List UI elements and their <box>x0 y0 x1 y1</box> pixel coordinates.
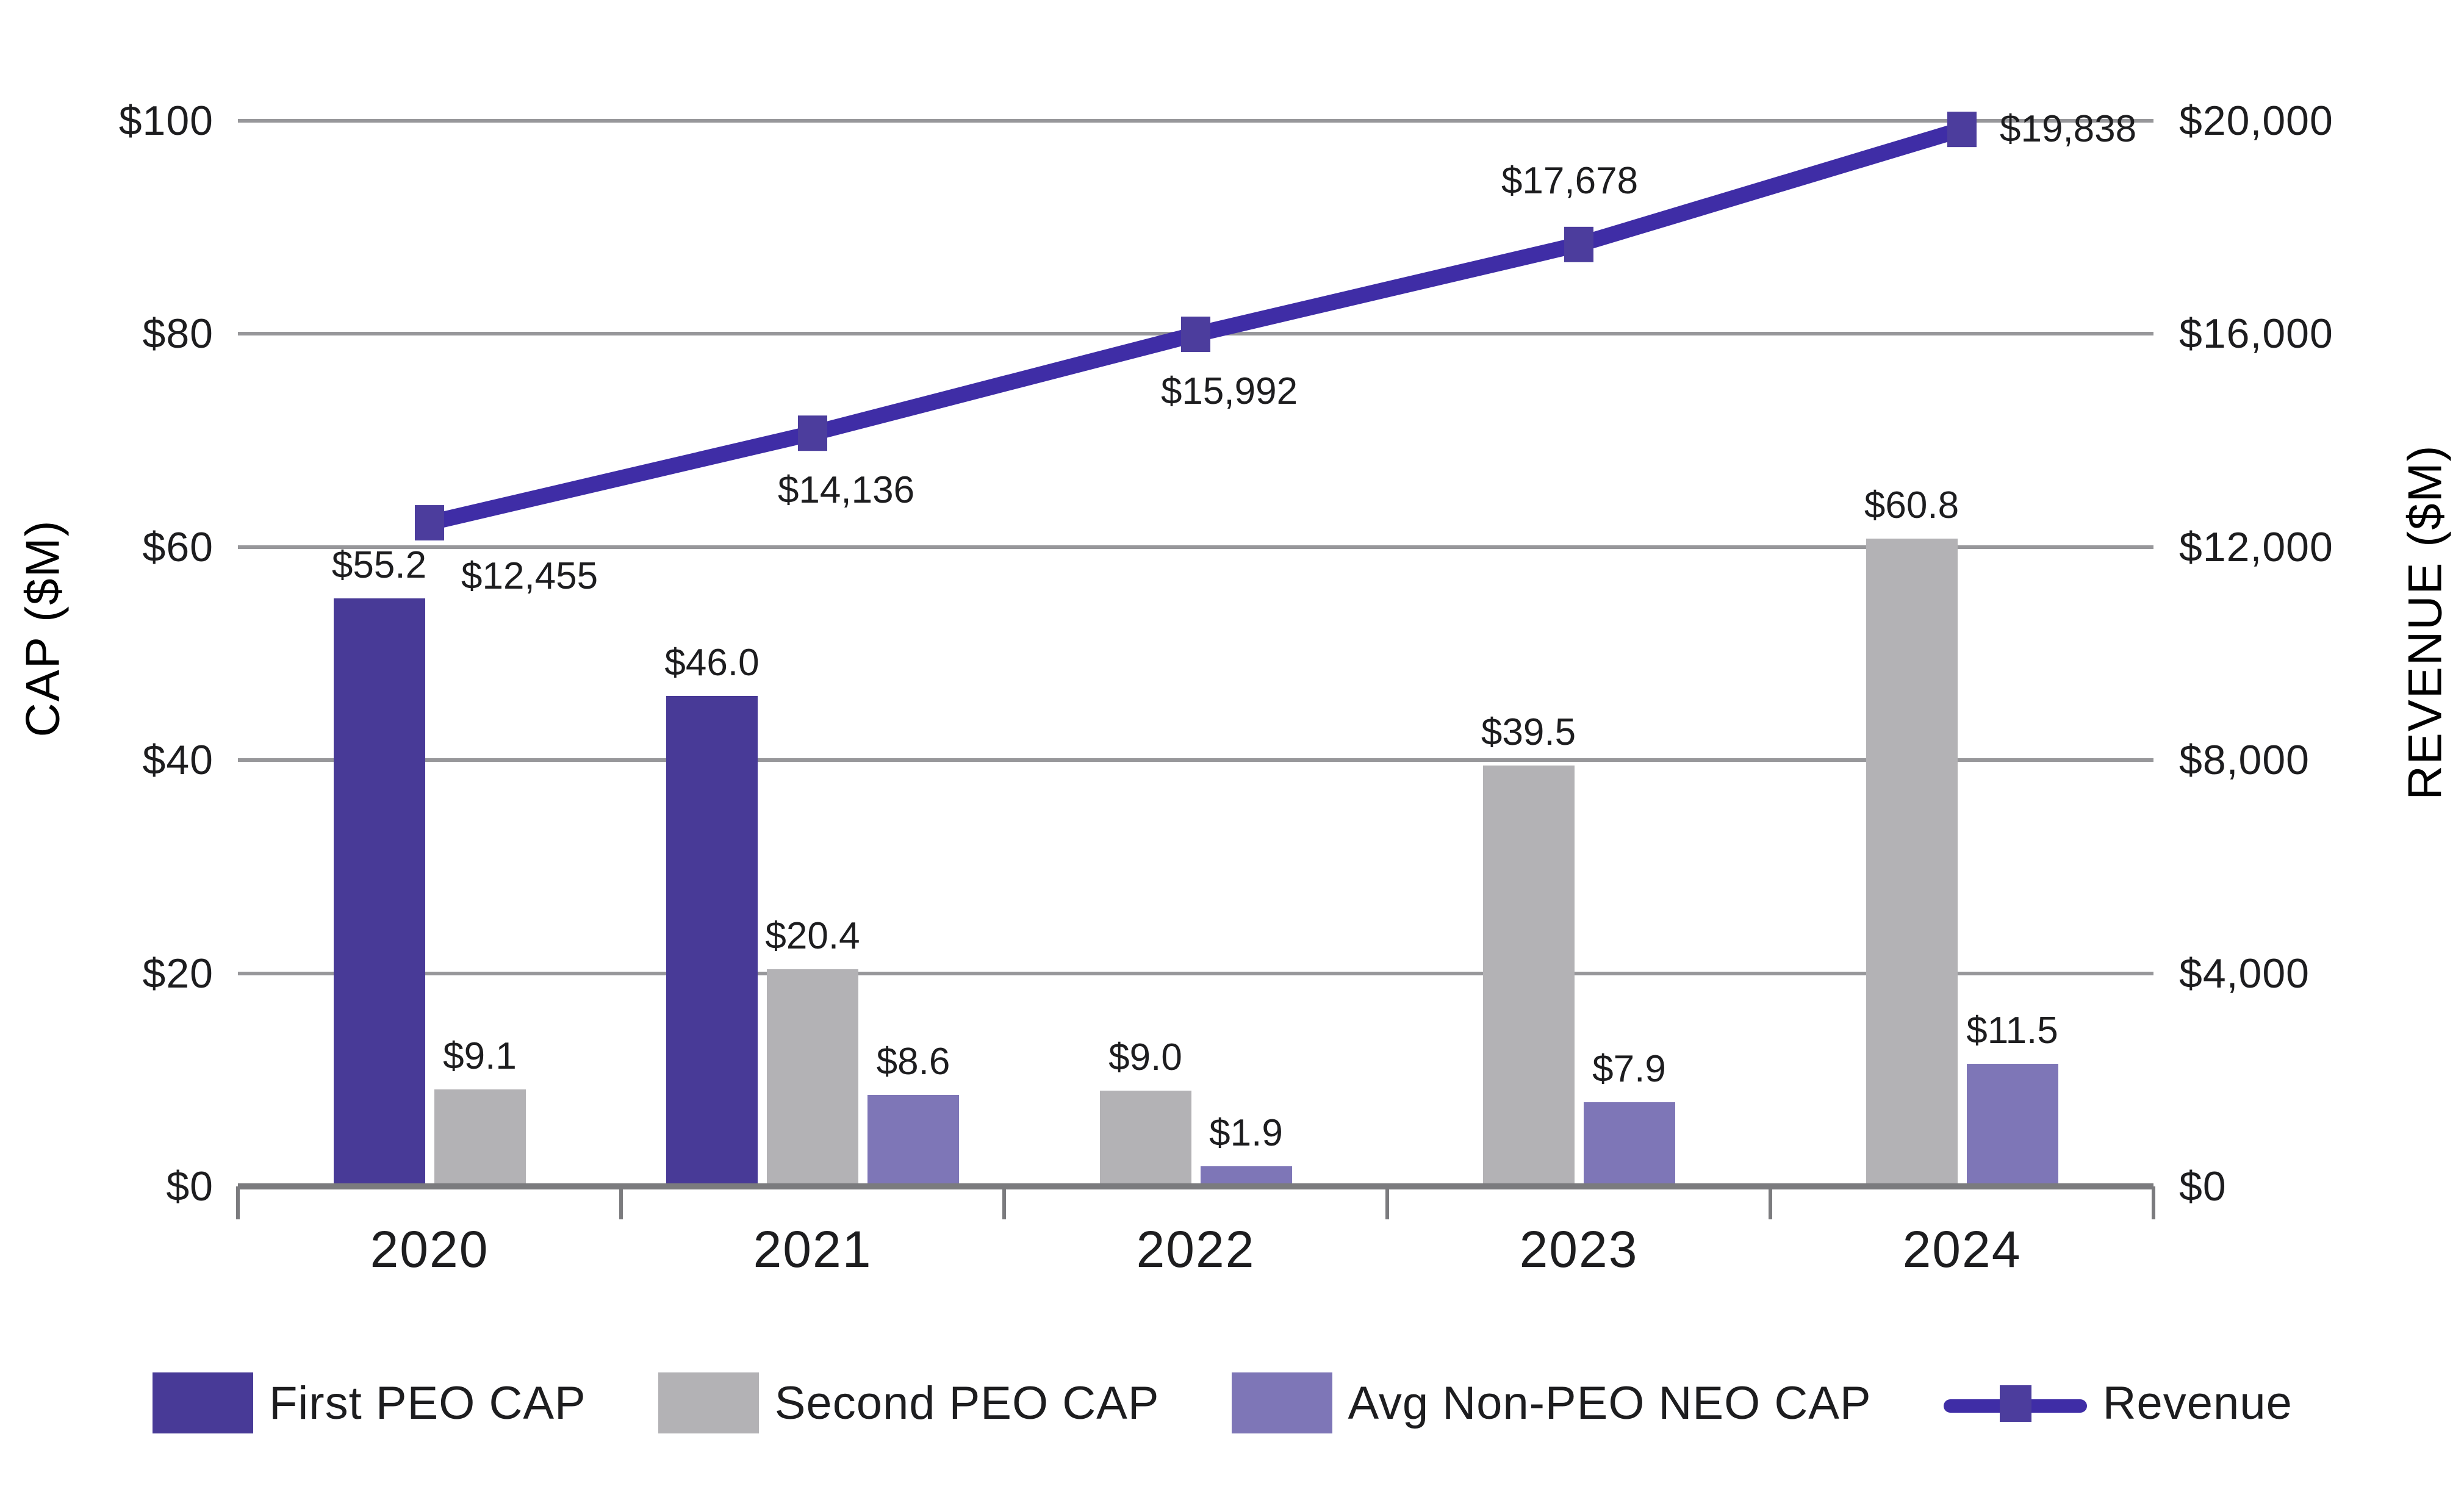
bar-value-label: $8.6 <box>876 1040 950 1083</box>
right-axis-tick-label: $12,000 <box>2179 523 2333 570</box>
right-axis-tick-label: $8,000 <box>2179 737 2310 784</box>
bar-value-label: $9.0 <box>1108 1036 1182 1078</box>
revenue-line <box>428 121 1964 531</box>
bar-value-label: $1.9 <box>1209 1111 1283 1154</box>
x-axis-year-label: 2020 <box>370 1221 489 1278</box>
right-axis-tick-label: $4,000 <box>2179 950 2310 997</box>
revenue-marker <box>1947 112 1977 148</box>
legend-item: Avg Non-PEO NEO CAP <box>1231 1372 1872 1433</box>
bar-avg-non-peo-neo-cap <box>1583 1102 1675 1186</box>
bar-avg-non-peo-neo-cap <box>867 1094 959 1186</box>
legend-item-label: Avg Non-PEO NEO CAP <box>1348 1377 1872 1429</box>
left-axis-tick-label: $20 <box>142 950 214 997</box>
legend-swatch-second-peo-cap <box>658 1372 759 1433</box>
legend-item: Second PEO CAP <box>658 1372 1160 1433</box>
bar-value-label: $11.5 <box>1966 1010 2058 1052</box>
x-axis-tick <box>1002 1186 1006 1219</box>
x-axis-tick <box>619 1186 623 1219</box>
bar-value-label: $7.9 <box>1592 1047 1666 1090</box>
right-axis-tick-label: $0 <box>2179 1163 2227 1210</box>
gridline <box>238 758 2153 762</box>
gridline <box>238 545 2153 549</box>
x-axis-tick <box>2152 1186 2155 1219</box>
revenue-value-label: $15,992 <box>1160 370 1298 413</box>
bar-avg-non-peo-neo-cap <box>1966 1064 2058 1186</box>
x-axis-year-label: 2022 <box>1136 1221 1255 1278</box>
left-axis-tick-label: $60 <box>142 523 214 570</box>
x-axis-tick <box>1769 1186 1772 1219</box>
right-axis-title: REVENUE ($M) <box>2398 444 2452 800</box>
gridline <box>238 119 2153 123</box>
revenue-value-label: $19,838 <box>2000 108 2137 151</box>
legend-swatch-avg-non-peo-neo-cap <box>1231 1372 1332 1433</box>
left-axis-tick-label: $100 <box>118 98 214 144</box>
legend-line-marker-icon <box>1943 1372 2087 1433</box>
bar-second-peo-cap <box>1099 1090 1191 1186</box>
bar-first-peo-cap <box>333 598 425 1186</box>
legend-item-label: Revenue <box>2102 1377 2293 1429</box>
bar-second-peo-cap <box>1482 765 1575 1186</box>
revenue-marker <box>415 505 444 541</box>
legend-swatch-first-peo-cap <box>153 1372 253 1433</box>
right-axis-tick-label: $20,000 <box>2179 98 2333 144</box>
bar-value-label: $9.1 <box>443 1035 517 1078</box>
left-axis-tick-label: $40 <box>142 737 214 784</box>
x-axis-baseline <box>238 1183 2153 1189</box>
x-axis-tick <box>1385 1186 1389 1219</box>
x-axis-year-label: 2024 <box>1902 1221 2022 1278</box>
gridline <box>238 971 2153 975</box>
bar-second-peo-cap <box>767 969 858 1186</box>
bar-second-peo-cap <box>1866 538 1958 1186</box>
x-axis-year-label: 2021 <box>753 1221 872 1278</box>
bar-value-label: $46.0 <box>664 642 760 684</box>
revenue-marker <box>798 415 827 451</box>
bar-first-peo-cap <box>666 696 758 1186</box>
x-axis-tick <box>236 1186 240 1219</box>
revenue-marker <box>1564 226 1593 262</box>
legend-item: First PEO CAP <box>153 1372 586 1433</box>
bar-value-label: $39.5 <box>1481 711 1576 753</box>
right-axis-tick-label: $16,000 <box>2179 310 2333 357</box>
revenue-value-label: $12,455 <box>461 555 598 598</box>
bar-avg-non-peo-neo-cap <box>1200 1166 1292 1186</box>
legend-item-label: First PEO CAP <box>269 1377 586 1429</box>
legend-item: Revenue <box>1943 1372 2293 1433</box>
legend: First PEO CAP Second PEO CAP Avg Non-PEO N… <box>153 1366 2293 1440</box>
bar-value-label: $55.2 <box>331 543 427 586</box>
left-axis-tick-label: $80 <box>142 310 214 357</box>
x-axis-year-label: 2023 <box>1519 1221 1639 1278</box>
bar-value-label: $60.8 <box>1864 484 1959 526</box>
legend-line-square-marker <box>1999 1385 2031 1422</box>
legend-item-label: Second PEO CAP <box>774 1377 1160 1429</box>
left-axis-tick-label: $0 <box>166 1163 214 1210</box>
revenue-value-label: $14,136 <box>777 469 915 512</box>
gridline <box>238 332 2153 336</box>
revenue-value-label: $17,678 <box>1501 159 1639 202</box>
bar-value-label: $20.4 <box>765 914 860 957</box>
bar-second-peo-cap <box>434 1089 526 1186</box>
